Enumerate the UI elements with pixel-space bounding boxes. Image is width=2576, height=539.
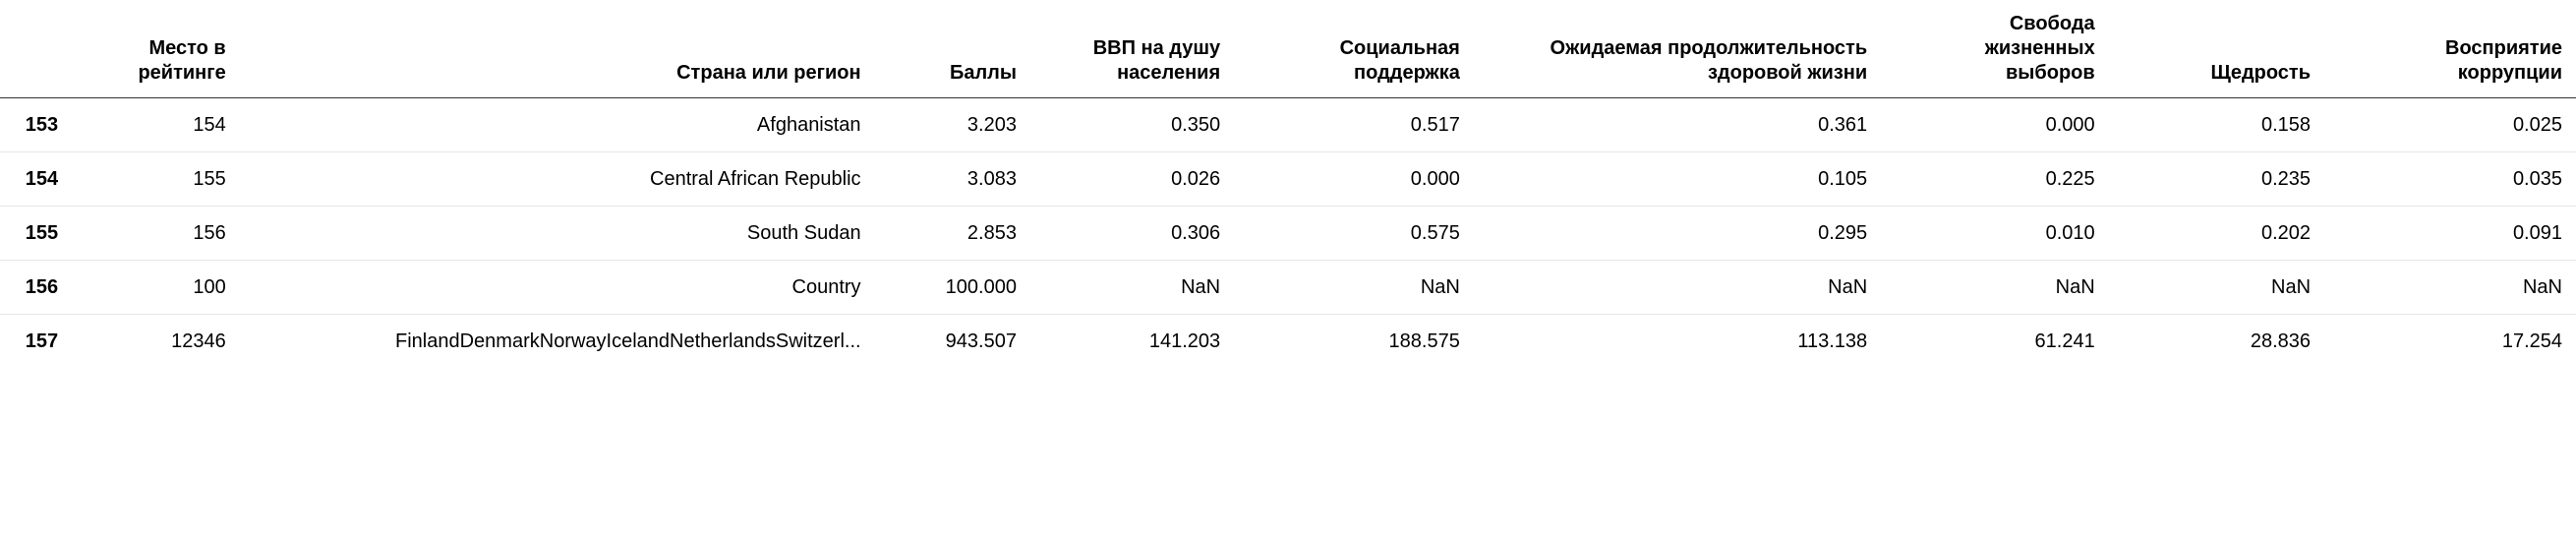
cell-gen: NaN xyxy=(2109,261,2324,315)
cell-gen: 0.202 xyxy=(2109,207,2324,261)
table-header-row: Место в рейтинге Страна или регион Баллы… xyxy=(0,0,2576,98)
cell-support: 0.517 xyxy=(1234,98,1474,152)
cell-corr: 0.025 xyxy=(2324,98,2576,152)
table-row: 157 12346 FinlandDenmarkNorwayIcelandNet… xyxy=(0,315,2576,369)
cell-gdp: 141.203 xyxy=(1030,315,1234,369)
cell-rank: 154 xyxy=(72,98,240,152)
cell-country: Country xyxy=(240,261,875,315)
table-body: 153 154 Afghanistan 3.203 0.350 0.517 0.… xyxy=(0,98,2576,369)
cell-freedom: 61.241 xyxy=(1881,315,2109,369)
cell-support: NaN xyxy=(1234,261,1474,315)
col-header-index xyxy=(0,0,72,98)
cell-score: 100.000 xyxy=(875,261,1030,315)
cell-support: 0.000 xyxy=(1234,152,1474,207)
col-header-gdp: ВВП на душу населения xyxy=(1030,0,1234,98)
cell-freedom: NaN xyxy=(1881,261,2109,315)
cell-freedom: 0.010 xyxy=(1881,207,2109,261)
cell-life: NaN xyxy=(1474,261,1881,315)
col-header-rank: Место в рейтинге xyxy=(72,0,240,98)
cell-corr: 17.254 xyxy=(2324,315,2576,369)
row-index: 155 xyxy=(0,207,72,261)
cell-corr: 0.035 xyxy=(2324,152,2576,207)
cell-score: 2.853 xyxy=(875,207,1030,261)
table-header: Место в рейтинге Страна или регион Баллы… xyxy=(0,0,2576,98)
table-row: 155 156 South Sudan 2.853 0.306 0.575 0.… xyxy=(0,207,2576,261)
cell-score: 943.507 xyxy=(875,315,1030,369)
cell-freedom: 0.225 xyxy=(1881,152,2109,207)
cell-gen: 0.235 xyxy=(2109,152,2324,207)
cell-gdp: 0.306 xyxy=(1030,207,1234,261)
cell-country: South Sudan xyxy=(240,207,875,261)
col-header-country: Страна или регион xyxy=(240,0,875,98)
col-header-freedom: Свобода жизненных выборов xyxy=(1881,0,2109,98)
row-index: 157 xyxy=(0,315,72,369)
cell-score: 3.083 xyxy=(875,152,1030,207)
cell-corr: 0.091 xyxy=(2324,207,2576,261)
cell-life: 0.295 xyxy=(1474,207,1881,261)
table-row: 154 155 Central African Republic 3.083 0… xyxy=(0,152,2576,207)
cell-rank: 156 xyxy=(72,207,240,261)
cell-life: 0.105 xyxy=(1474,152,1881,207)
row-index: 153 xyxy=(0,98,72,152)
cell-support: 0.575 xyxy=(1234,207,1474,261)
cell-life: 0.361 xyxy=(1474,98,1881,152)
cell-rank: 100 xyxy=(72,261,240,315)
col-header-gen: Щедрость xyxy=(2109,0,2324,98)
table-row: 156 100 Country 100.000 NaN NaN NaN NaN … xyxy=(0,261,2576,315)
cell-rank: 155 xyxy=(72,152,240,207)
cell-rank: 12346 xyxy=(72,315,240,369)
dataframe-table: Место в рейтинге Страна или регион Баллы… xyxy=(0,0,2576,368)
row-index: 154 xyxy=(0,152,72,207)
cell-country: FinlandDenmarkNorwayIcelandNetherlandsSw… xyxy=(240,315,875,369)
col-header-corr: Восприятие коррупции xyxy=(2324,0,2576,98)
col-header-life: Ожидаемая продолжительность здоровой жиз… xyxy=(1474,0,1881,98)
cell-country: Central African Republic xyxy=(240,152,875,207)
cell-support: 188.575 xyxy=(1234,315,1474,369)
row-index: 156 xyxy=(0,261,72,315)
col-header-support: Социальная поддержка xyxy=(1234,0,1474,98)
cell-score: 3.203 xyxy=(875,98,1030,152)
cell-country: Afghanistan xyxy=(240,98,875,152)
cell-freedom: 0.000 xyxy=(1881,98,2109,152)
cell-gen: 0.158 xyxy=(2109,98,2324,152)
data-table: Место в рейтинге Страна или регион Баллы… xyxy=(0,0,2576,368)
cell-gen: 28.836 xyxy=(2109,315,2324,369)
cell-corr: NaN xyxy=(2324,261,2576,315)
cell-gdp: 0.026 xyxy=(1030,152,1234,207)
col-header-score: Баллы xyxy=(875,0,1030,98)
cell-life: 113.138 xyxy=(1474,315,1881,369)
table-row: 153 154 Afghanistan 3.203 0.350 0.517 0.… xyxy=(0,98,2576,152)
cell-gdp: NaN xyxy=(1030,261,1234,315)
cell-gdp: 0.350 xyxy=(1030,98,1234,152)
